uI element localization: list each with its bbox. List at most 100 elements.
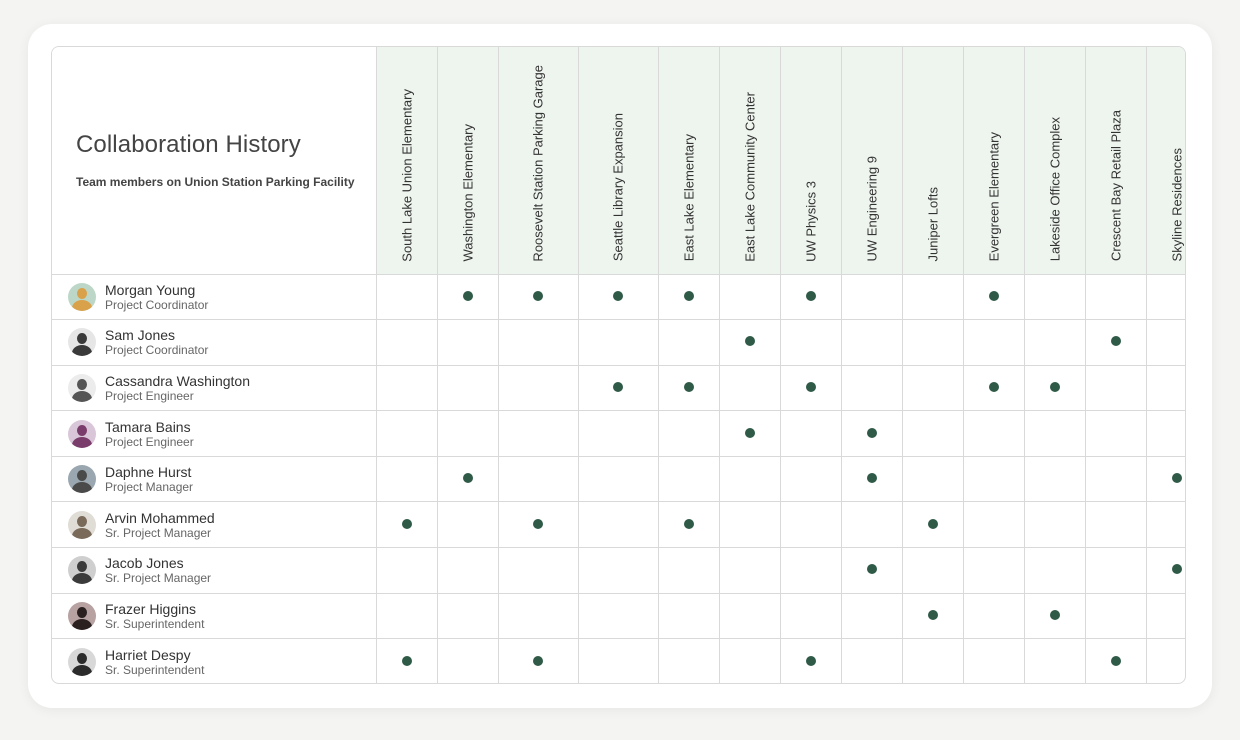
collab-cell [962, 455, 1025, 503]
project-name-label: East Lake Elementary [681, 134, 696, 262]
collab-cell [657, 273, 720, 321]
avatar-head [77, 606, 87, 618]
avatar-body [72, 436, 92, 448]
collab-cell [718, 638, 781, 683]
project-column-header: Washington Elementary [436, 47, 499, 275]
collab-cell [375, 592, 438, 640]
collab-cell [1145, 455, 1185, 503]
collab-cell [840, 364, 903, 412]
page-subtitle: Team members on Union Station Parking Fa… [76, 175, 355, 190]
collab-cell [718, 319, 781, 366]
project-column-header: Evergreen Elementary [962, 47, 1025, 275]
collab-cell [497, 501, 579, 549]
collab-cell [577, 638, 659, 683]
collaboration-dot [1171, 473, 1182, 484]
collab-cell [577, 273, 659, 321]
project-name-label: Seattle Library Expansion [610, 113, 626, 262]
collab-cell [577, 592, 659, 640]
member-text: Frazer Higgins Sr. Superintendent [105, 601, 204, 631]
collaboration-dot [744, 427, 755, 438]
avatar-icon [68, 419, 96, 448]
collab-cell [962, 547, 1025, 594]
collab-cell [497, 410, 579, 457]
avatar-icon [68, 282, 96, 311]
collab-cell [962, 638, 1025, 683]
member-name: Tamara Bains [105, 418, 191, 435]
collab-cell [1084, 319, 1147, 366]
collaboration-dot [1049, 609, 1060, 620]
collaboration-dot [613, 290, 623, 301]
member-role: Project Coordinator [105, 297, 209, 312]
project-column-header: Crescent Bay Retail Plaza [1084, 47, 1147, 275]
collab-cell [1084, 592, 1147, 640]
avatar-body [72, 299, 92, 311]
collab-cell [1084, 455, 1147, 503]
avatar-body [72, 618, 92, 630]
collab-cell [375, 547, 438, 594]
table-row: Sam Jones Project Coordinator [52, 319, 1185, 366]
collaboration-dot [533, 518, 543, 529]
member-info: Sam Jones Project Coordinator [68, 327, 376, 357]
collab-cell [718, 547, 781, 594]
member-role: Sr. Project Manager [105, 525, 212, 540]
collaboration-dot [927, 609, 938, 620]
project-name-label: Roosevelt Station Parking Garage [530, 64, 546, 262]
avatar-head [77, 652, 87, 664]
collaboration-dot [462, 473, 473, 484]
avatar-body [72, 390, 92, 402]
collab-cell [1145, 410, 1185, 457]
project-name-label: UW Engineering 9 [864, 156, 879, 262]
collab-cell [577, 319, 659, 366]
avatar-body [72, 527, 92, 539]
project-name-label: UW Physics 3 [803, 180, 818, 262]
member-name: Daphne Hurst [105, 464, 192, 481]
collab-cell [436, 455, 499, 503]
member-text: Cassandra Washington Project Engineer [105, 373, 250, 403]
member-cell: Arvin Mohammed Sr. Project Manager [52, 501, 377, 549]
collab-cell [436, 547, 499, 594]
collaboration-dot [988, 290, 999, 301]
collaboration-dot [805, 655, 816, 666]
member-cell: Harriet Despy Sr. Superintendent [52, 638, 377, 683]
collab-cell [375, 410, 438, 457]
collab-cell [577, 455, 659, 503]
member-name: Jacob Jones [105, 555, 184, 572]
collab-cell [1145, 273, 1185, 321]
avatar-head [77, 333, 87, 345]
collab-cell [962, 410, 1025, 457]
collab-cell [1145, 319, 1185, 366]
member-text: Morgan Young Project Coordinator [105, 282, 208, 312]
project-column-header: Skyline Residences [1145, 47, 1185, 275]
collaboration-dot [401, 655, 412, 666]
collab-cell [375, 638, 438, 683]
collab-cell [497, 364, 579, 412]
table-row: Arvin Mohammed Sr. Project Manager [52, 501, 1185, 549]
collab-cell [1145, 592, 1185, 640]
collab-cell [436, 410, 499, 457]
collab-cell [577, 547, 659, 594]
avatar-head [77, 424, 87, 436]
collab-cell [1084, 638, 1147, 683]
project-column-header: Juniper Lofts [901, 47, 964, 275]
collab-cell [1023, 501, 1086, 549]
collaboration-dot [866, 427, 877, 438]
collab-cell [1023, 410, 1086, 457]
project-column-header: Seattle Library Expansion [577, 47, 659, 275]
collaboration-dot [683, 381, 694, 392]
collab-cell [779, 364, 842, 412]
header-row: Collaboration History Team members on Un… [52, 47, 1185, 275]
member-name: Harriet Despy [105, 646, 191, 663]
collaboration-dot [1171, 564, 1182, 575]
collaboration-dot [462, 290, 473, 301]
collab-cell [497, 455, 579, 503]
project-name-label: South Lake Union Elementary [399, 88, 414, 262]
member-cell: Jacob Jones Sr. Project Manager [52, 547, 377, 594]
member-cell: Tamara Bains Project Engineer [52, 410, 377, 457]
member-role: Sr. Superintendent [105, 662, 205, 677]
member-rows: Morgan Young Project Coordinator Sam Jones… [52, 273, 1185, 683]
collab-cell [375, 273, 438, 321]
collab-cell [1023, 547, 1086, 594]
table-row: Jacob Jones Sr. Project Manager [52, 547, 1185, 594]
collaboration-table: Collaboration History Team members on Un… [52, 47, 1185, 683]
collab-cell [840, 592, 903, 640]
